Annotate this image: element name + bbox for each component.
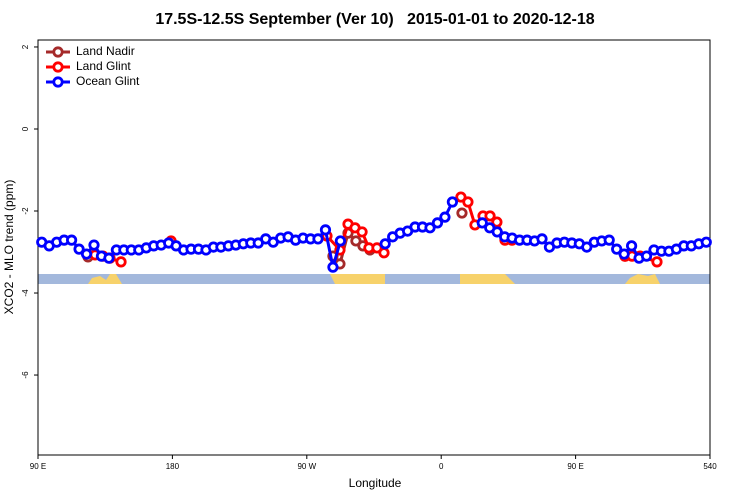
point	[603, 234, 615, 246]
point	[103, 252, 115, 264]
legend-label: Land Nadir	[76, 44, 135, 58]
point	[73, 243, 85, 255]
point	[66, 234, 78, 246]
x-tick-label: 0	[439, 462, 444, 471]
point	[536, 233, 548, 245]
legend-label: Ocean Glint	[76, 74, 140, 88]
y-tick-label: -6	[21, 371, 30, 379]
x-tick-label: 540	[703, 462, 717, 471]
series-line	[41, 201, 707, 268]
point	[446, 196, 458, 208]
point	[80, 248, 93, 260]
point	[378, 247, 390, 259]
y-tick-label: 2	[21, 44, 30, 49]
point	[625, 240, 638, 252]
point	[424, 222, 436, 234]
point	[462, 196, 474, 208]
point	[439, 211, 451, 223]
land-strip	[460, 274, 515, 284]
legend-label: Land Glint	[76, 59, 131, 73]
point	[334, 235, 346, 247]
land-strip	[625, 274, 660, 284]
x-tick-label: 90 E	[567, 462, 583, 471]
point	[356, 226, 368, 238]
point	[312, 233, 324, 245]
y-axis-label: XCO2 - MLO trend (ppm)	[2, 180, 16, 315]
point	[618, 248, 630, 260]
point	[379, 238, 391, 250]
point	[611, 243, 623, 255]
point	[484, 210, 496, 222]
point	[371, 242, 383, 254]
y-tick-label: 0	[21, 126, 30, 131]
x-tick-label: 180	[166, 462, 180, 471]
point	[491, 216, 503, 228]
chart-title: 17.5S-12.5S September (Ver 10) 2015-01-0…	[155, 11, 594, 28]
x-tick-label: 90 W	[297, 462, 316, 471]
map-strip	[38, 274, 710, 284]
land-strip	[88, 274, 122, 284]
land-strip	[330, 274, 385, 284]
point	[455, 191, 467, 203]
point	[350, 235, 362, 247]
point	[431, 217, 444, 229]
series	[89, 191, 663, 268]
point	[476, 217, 488, 229]
plot-frame	[37, 39, 711, 456]
point	[700, 236, 712, 248]
x-axis-label: Longitude	[349, 476, 402, 490]
y-tick-label: -2	[21, 207, 30, 215]
point	[640, 250, 653, 262]
legend-marker	[52, 61, 64, 73]
point	[115, 256, 127, 268]
point	[319, 224, 332, 236]
point	[491, 226, 503, 238]
y-tick-label: -4	[21, 289, 30, 297]
point	[581, 241, 593, 253]
point	[327, 261, 339, 273]
x-tick-label: 90 E	[30, 462, 46, 471]
series	[36, 196, 712, 273]
point	[651, 256, 663, 268]
legend-marker	[52, 76, 64, 88]
point	[88, 239, 100, 251]
point	[456, 207, 468, 219]
legend-marker	[52, 46, 64, 58]
